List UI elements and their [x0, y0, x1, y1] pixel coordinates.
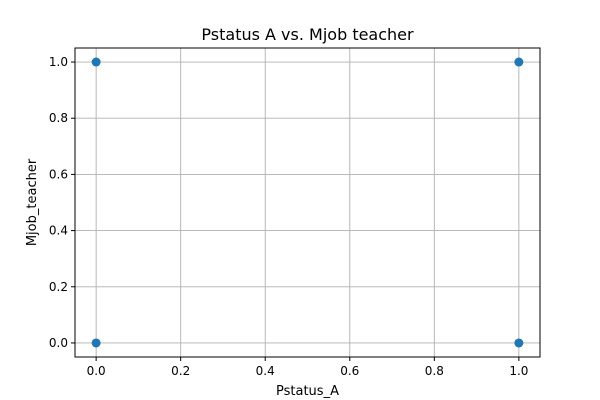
data-points [91, 57, 524, 348]
grid [75, 48, 540, 357]
x-tick-label: 1.0 [509, 364, 528, 378]
y-tick-label: 0.2 [49, 280, 68, 294]
x-tick-label: 0.0 [87, 364, 106, 378]
data-point [91, 57, 101, 67]
y-axis-label: Mjob_teacher [25, 158, 40, 246]
y-tick-label: 0.4 [49, 224, 68, 238]
y-tick-label: 0.8 [49, 111, 68, 125]
data-point [91, 338, 101, 348]
x-tick-label: 0.6 [340, 364, 359, 378]
chart-title: Pstatus A vs. Mjob teacher [201, 25, 414, 44]
ticks: 0.0 0.2 0.4 0.6 0.8 1.0 0.0 0.2 0.4 0.6 0.8 1.0 [49, 55, 529, 378]
data-point [514, 338, 524, 348]
y-tick-label: 1.0 [49, 55, 68, 69]
x-axis-label: Pstatus_A [276, 384, 339, 399]
x-tick-label: 0.8 [425, 364, 444, 378]
data-point [514, 57, 524, 67]
y-tick-label: 0.0 [49, 336, 68, 350]
y-tick-label: 0.6 [49, 167, 68, 181]
x-tick-label: 0.2 [171, 364, 190, 378]
axes-frame [74, 47, 541, 358]
x-tick-label: 0.4 [256, 364, 275, 378]
